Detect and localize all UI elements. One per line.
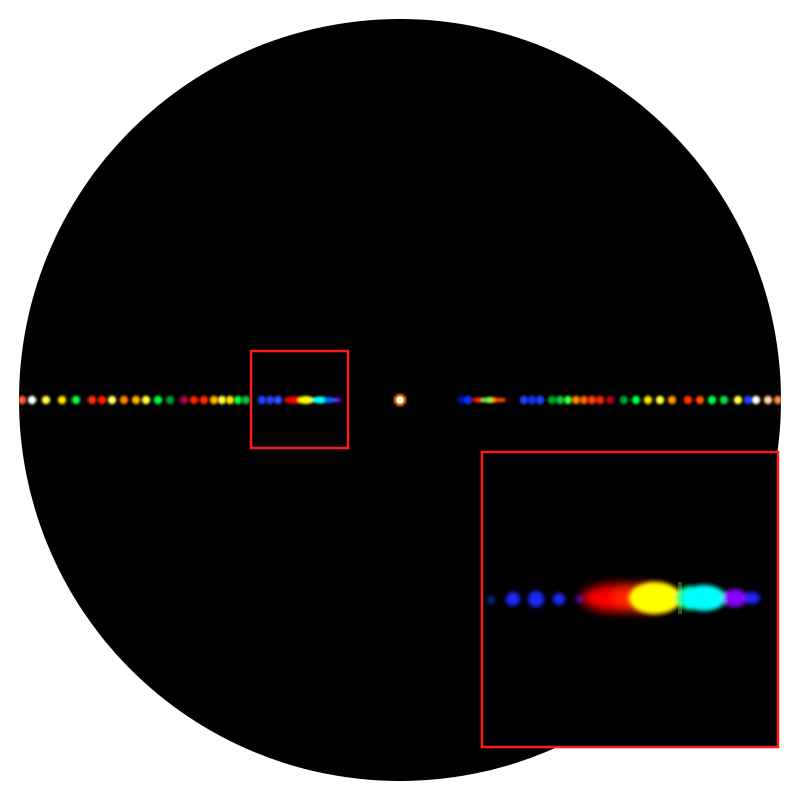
spectrum-blob-left <box>284 396 341 404</box>
spectrum-blob-right <box>472 397 506 403</box>
spot <box>735 397 741 403</box>
spot <box>633 397 639 403</box>
spot <box>557 397 563 403</box>
spot <box>121 397 127 403</box>
spot <box>709 397 715 403</box>
spot <box>669 397 675 403</box>
spot <box>89 397 95 403</box>
spot <box>191 397 197 403</box>
spot <box>565 397 571 403</box>
spot <box>267 397 273 403</box>
white-dot <box>394 394 406 406</box>
spot <box>597 397 603 403</box>
spot <box>465 397 471 403</box>
spot <box>167 397 173 403</box>
spot <box>243 397 249 403</box>
spot <box>133 397 139 403</box>
spot <box>721 397 727 403</box>
spot <box>459 397 465 403</box>
spot <box>275 397 281 403</box>
spot <box>155 397 161 403</box>
spot <box>765 397 771 403</box>
spot <box>529 397 535 403</box>
spot <box>59 397 65 403</box>
spot <box>19 397 25 403</box>
spectral-spots <box>19 395 781 405</box>
spot <box>581 397 587 403</box>
spot <box>219 397 225 403</box>
spot <box>521 397 527 403</box>
spot <box>143 397 149 403</box>
spot <box>235 397 241 403</box>
spot <box>745 397 751 403</box>
spot <box>43 397 49 403</box>
spot <box>697 397 703 403</box>
spot <box>73 397 79 403</box>
spot <box>753 397 759 403</box>
spot <box>549 397 555 403</box>
spot <box>775 397 781 403</box>
spot <box>109 397 115 403</box>
spot <box>227 397 233 403</box>
spot <box>29 397 35 403</box>
magnified-inset <box>480 450 780 749</box>
red-rectangle <box>249 349 350 450</box>
spot <box>99 397 105 403</box>
spot <box>589 397 595 403</box>
spot <box>259 397 265 403</box>
spot <box>181 397 187 403</box>
spot <box>201 397 207 403</box>
spot <box>621 397 627 403</box>
spot <box>537 397 543 403</box>
spot <box>573 397 579 403</box>
spot <box>685 397 691 403</box>
spot <box>211 397 217 403</box>
spot <box>607 397 613 403</box>
spot <box>657 397 663 403</box>
spot <box>645 397 651 403</box>
